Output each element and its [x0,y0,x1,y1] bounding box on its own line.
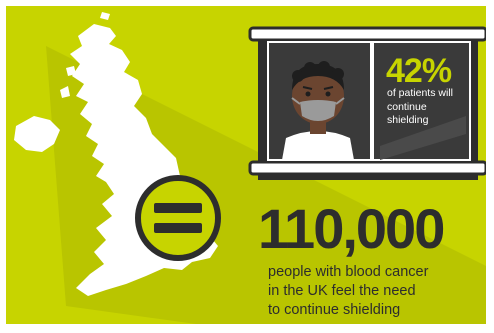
headline-number: 110,000 [258,197,445,260]
stat-description: of patients will continue shielding [387,87,453,126]
infographic-panel: 42% of patients will continue shielding … [6,6,486,324]
equals-icon [135,175,221,261]
caption-line: in the UK feel the need [268,283,416,299]
patient-face-mask-icon [282,61,354,160]
infographic-artwork [6,6,486,324]
stat-percent: 42% [386,52,452,90]
caption-line: to continue shielding [268,302,401,318]
caption-line: people with blood cancer [268,264,429,280]
window-icon [248,26,486,180]
headline-caption: people with blood cancer in the UK feel … [268,263,486,320]
